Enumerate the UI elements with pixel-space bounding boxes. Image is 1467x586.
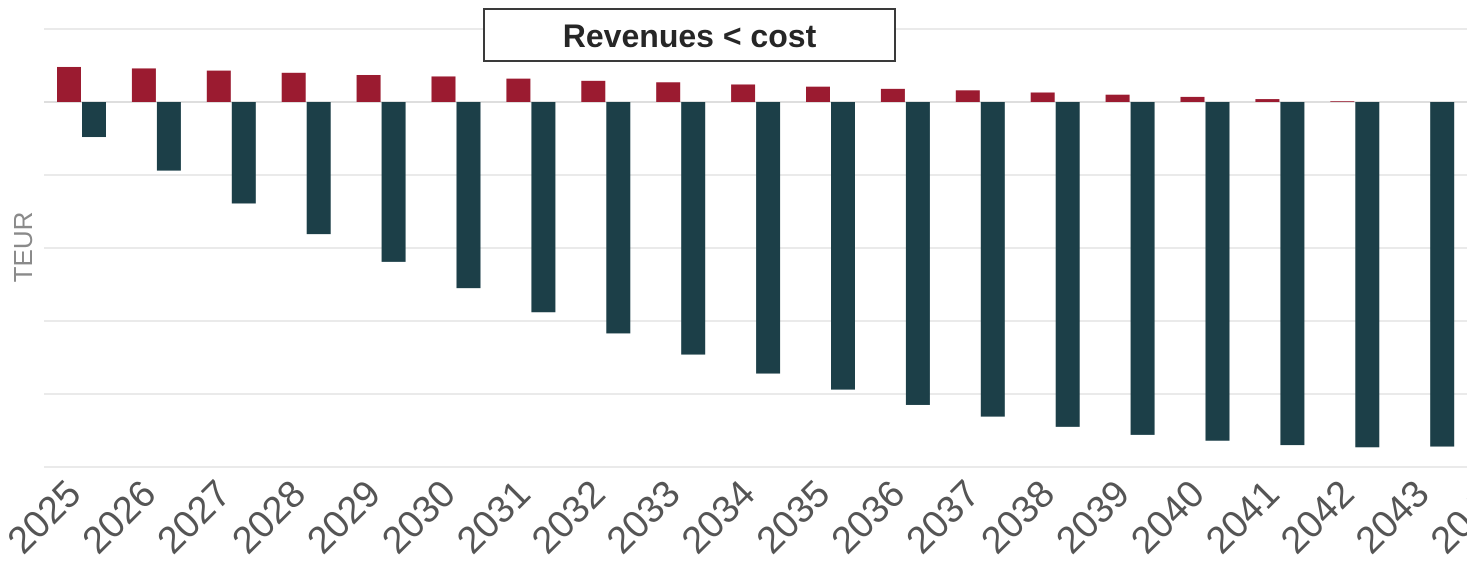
x-tick-label-2029: 2029: [299, 473, 388, 562]
cost-bar-2027: [231, 102, 256, 204]
x-tick-label-2036: 2036: [824, 473, 913, 562]
revenue-bar-2029: [356, 74, 381, 102]
bars: [57, 66, 1455, 448]
x-tick-label-2032: 2032: [524, 473, 613, 562]
x-tick-label-2025: 2025: [0, 473, 89, 562]
chart-title: Revenues < cost: [483, 8, 896, 62]
cost-bar-2031: [531, 102, 556, 313]
chart-title-text: Revenues < cost: [563, 18, 817, 54]
x-tick-labels: 2025202620272028202920302031203220332034…: [0, 473, 1467, 562]
cost-bar-2026: [156, 102, 181, 171]
revenue-bar-2036: [880, 88, 905, 102]
x-tick-label-2038: 2038: [974, 473, 1063, 562]
revenue-bar-2028: [281, 72, 306, 102]
cost-bar-2032: [606, 102, 631, 334]
cost-bar-2036: [905, 102, 930, 405]
revenue-bar-2035: [806, 86, 830, 102]
cost-bar-2033: [681, 102, 706, 355]
x-tick-label-2044: 2044: [1423, 473, 1467, 562]
revenue-bar-2033: [656, 82, 681, 102]
revenue-bar-2038: [1030, 92, 1055, 102]
revenue-bar-2030: [431, 76, 456, 102]
chart-title-box: [483, 8, 896, 62]
x-tick-label-2031: 2031: [449, 473, 538, 562]
revenue-bar-2025: [57, 66, 81, 102]
cost-bar-2043: [1430, 102, 1455, 447]
gridlines: [44, 28, 1467, 468]
x-tick-label-2043: 2043: [1348, 473, 1437, 562]
x-tick-label-2042: 2042: [1273, 473, 1362, 562]
cost-bar-2042: [1355, 102, 1380, 448]
x-tick-label-2026: 2026: [75, 473, 164, 562]
revenue-bar-2039: [1105, 94, 1130, 102]
revenue-bar-2026: [131, 68, 156, 102]
x-tick-label-2030: 2030: [374, 473, 463, 562]
x-tick-label-2037: 2037: [899, 473, 988, 562]
revenue-bar-2032: [581, 80, 606, 102]
cost-bar-2041: [1280, 102, 1305, 446]
cost-bar-2037: [980, 102, 1005, 417]
x-tick-label-2039: 2039: [1048, 473, 1137, 562]
cost-bar-2038: [1055, 102, 1080, 427]
cost-bar-2039: [1130, 102, 1155, 435]
x-tick-label-2041: 2041: [1198, 473, 1287, 562]
x-tick-label-2028: 2028: [225, 473, 314, 562]
cost-bar-2030: [456, 102, 481, 289]
revenue-bar-2027: [206, 70, 231, 102]
x-tick-label-2033: 2033: [599, 473, 688, 562]
cost-bar-2040: [1205, 102, 1230, 441]
revenue-bar-2031: [506, 78, 531, 102]
cost-bar-2029: [381, 102, 406, 262]
revenue-bar-2034: [731, 84, 756, 102]
y-axis-label: TEUR: [8, 212, 38, 283]
revenue-bar-2041: [1255, 99, 1280, 102]
revenue-bar-2040: [1180, 96, 1205, 102]
cost-bar-2034: [756, 102, 781, 374]
revenue-bar-2037: [955, 90, 980, 102]
cost-bar-2035: [831, 102, 855, 390]
x-tick-label-2027: 2027: [150, 473, 239, 562]
revenue-bar-2042: [1330, 101, 1355, 102]
x-tick-label-2034: 2034: [674, 473, 763, 562]
cost-bar-2025: [82, 102, 106, 138]
x-tick-label-2035: 2035: [749, 473, 838, 562]
cost-bar-2028: [306, 102, 331, 235]
x-tick-label-2040: 2040: [1123, 473, 1212, 562]
